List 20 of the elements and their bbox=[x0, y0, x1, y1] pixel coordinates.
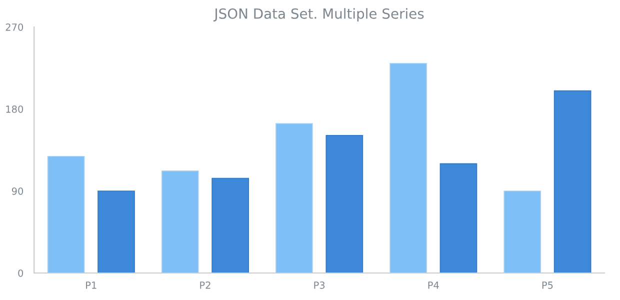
x-tick-label: P4 bbox=[428, 282, 439, 289]
bar bbox=[554, 90, 592, 273]
bar bbox=[276, 123, 313, 273]
x-tick-label: P1 bbox=[86, 282, 96, 289]
bar bbox=[504, 190, 542, 273]
chart-title: JSON Data Set. Multiple Series bbox=[214, 8, 424, 22]
bar bbox=[390, 63, 427, 273]
x-tick-label: P2 bbox=[200, 282, 210, 289]
x-tick-label: P5 bbox=[542, 282, 553, 289]
y-tick-label: 0 bbox=[18, 269, 24, 277]
x-tick-label: P3 bbox=[314, 282, 325, 289]
bar bbox=[98, 190, 135, 273]
bar bbox=[47, 156, 85, 273]
y-tick-label: 90 bbox=[12, 187, 24, 195]
bar bbox=[161, 170, 199, 273]
bar bbox=[212, 178, 249, 273]
bar bbox=[326, 135, 364, 273]
y-tick-label: 180 bbox=[6, 105, 24, 113]
bar bbox=[440, 163, 478, 273]
y-tick-label: 270 bbox=[6, 23, 24, 31]
